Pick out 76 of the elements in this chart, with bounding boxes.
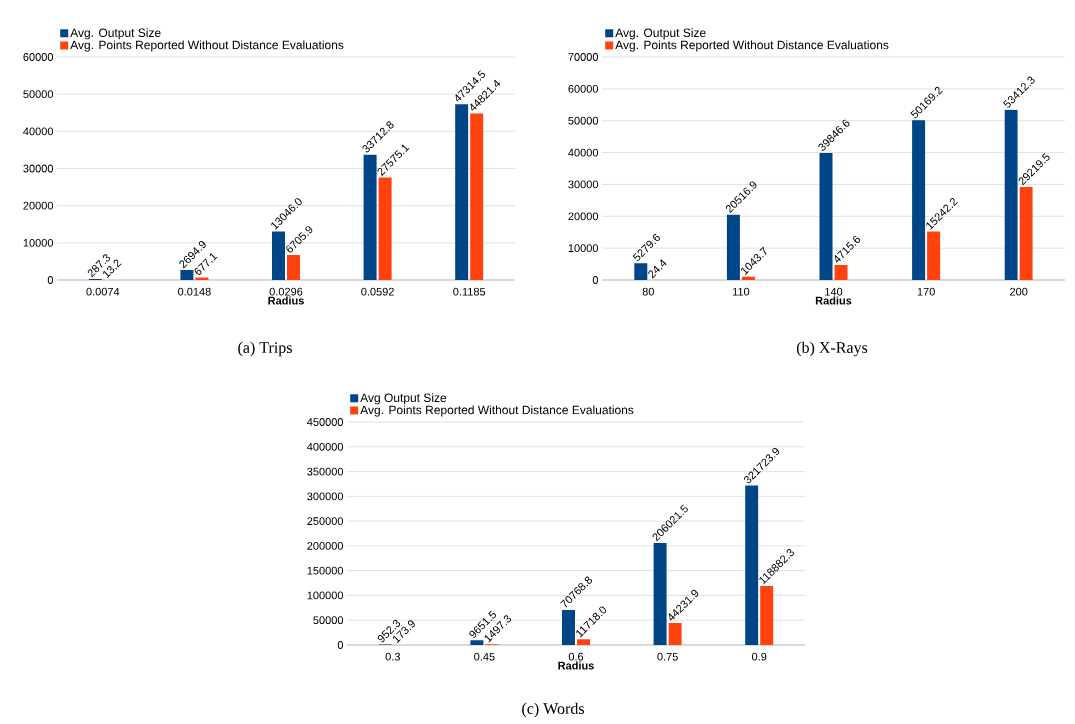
y-tick-label: 450000 [307, 418, 344, 426]
bar [834, 264, 848, 280]
y-tick-label: 40000 [568, 148, 599, 157]
y-tick-label: 50000 [568, 116, 599, 125]
bar [455, 104, 469, 280]
legend-label: Avg. Points Reported Without Distance Evaluations [70, 40, 344, 52]
bar [470, 640, 484, 645]
y-tick-label: 100000 [307, 591, 344, 600]
legend-label: Avg. Points Reported Without Distance Evaluations [360, 405, 634, 417]
x-axis-title: Radius [815, 296, 852, 305]
bar [668, 623, 682, 645]
bar [287, 255, 300, 280]
y-tick-label: 20000 [568, 212, 599, 221]
bar [1004, 109, 1018, 280]
x-tick-label: 0.45 [474, 652, 495, 661]
bar [912, 120, 926, 280]
bar [363, 154, 377, 280]
bar [180, 269, 194, 280]
y-tick-label: 50000 [313, 616, 344, 625]
y-tick-label: 40000 [23, 127, 54, 136]
x-tick-label: 0.0592 [361, 287, 394, 296]
x-tick-label: 0.1185 [453, 287, 486, 296]
bar [819, 153, 833, 280]
x-tick-label: 110 [732, 287, 750, 296]
y-tick-label: 10000 [23, 238, 54, 247]
legend-label: Avg. Points Reported Without Distance Evaluations [615, 40, 889, 52]
bar [1019, 186, 1033, 280]
x-tick-label: 0.9 [751, 652, 767, 661]
x-tick-label: 0.6 [568, 652, 584, 661]
x-tick-label: 0.75 [657, 652, 678, 661]
bar [195, 277, 209, 280]
text: (b) X-Rays [796, 341, 868, 357]
y-tick-label: 30000 [568, 180, 599, 189]
bar [470, 113, 484, 280]
y-tick-label: 300000 [307, 492, 344, 501]
bar [272, 231, 285, 280]
bar [653, 542, 667, 645]
bar [726, 214, 740, 280]
y-tick-label: 10000 [568, 244, 599, 253]
x-tick-label: 170 [917, 287, 935, 296]
x-tick-label: 0.0296 [269, 287, 303, 296]
bar [741, 276, 755, 280]
y-tick-label: 20000 [23, 201, 54, 210]
y-tick-label: 350000 [307, 467, 344, 476]
text: (a) Trips [238, 341, 292, 357]
x-tick-label: 140 [825, 287, 843, 296]
y-tick-label: 250000 [307, 517, 344, 526]
legend-label: Avg. Output Size [70, 28, 161, 40]
x-tick-label: 200 [1010, 287, 1028, 296]
y-tick-label: 60000 [23, 53, 54, 61]
bar [577, 639, 590, 645]
bar [378, 177, 392, 280]
bar [745, 485, 759, 645]
bar [927, 231, 941, 280]
y-tick-label: 0 [47, 276, 54, 284]
y-tick-label: 70000 [568, 53, 599, 61]
text: (c) Words [522, 702, 584, 718]
legend-label: Avg Output Size [360, 393, 447, 405]
x-axis-title: Radius [558, 661, 594, 670]
y-tick-label: 30000 [23, 164, 54, 173]
y-tick-label: 0 [592, 276, 599, 284]
y-tick-label: 200000 [307, 542, 344, 550]
y-tick-label: 0 [337, 641, 344, 649]
y-tick-label: 150000 [307, 566, 344, 575]
x-axis-title: Radius [268, 296, 304, 305]
x-tick-label: 0.0074 [86, 287, 120, 296]
bar [634, 263, 648, 280]
bar [562, 609, 576, 645]
x-tick-label: 0.0148 [178, 287, 211, 296]
bar [760, 586, 774, 645]
y-tick-label: 50000 [23, 90, 54, 99]
legend-label: Avg. Output Size [615, 28, 706, 40]
y-tick-label: 400000 [307, 442, 344, 451]
x-tick-label: 0.3 [385, 652, 400, 661]
y-tick-label: 60000 [568, 84, 599, 93]
x-tick-label: 80 [642, 287, 654, 296]
